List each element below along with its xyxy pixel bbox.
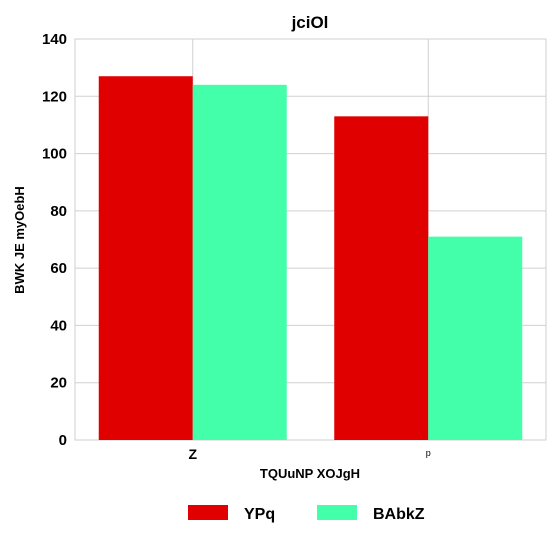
y-tick-label: 100 (42, 146, 67, 163)
legend-label: YPq (244, 506, 275, 523)
bar-BAbkZ-p (428, 236, 523, 440)
y-tick-label: 20 (50, 375, 67, 392)
y-axis-label: BWK JE myOebH (12, 186, 27, 294)
y-axis-ticks: 0 20 40 60 80 100 120 140 (42, 31, 67, 449)
y-tick-label: 0 (59, 432, 67, 449)
bar-YPq-p (334, 116, 429, 440)
chart-title: jciOl (291, 13, 329, 32)
y-tick-label: 40 (50, 317, 67, 334)
y-tick-label: 80 (50, 203, 67, 220)
plot-area (74, 38, 547, 441)
y-tick-label: 120 (42, 88, 67, 105)
legend: YPq BAbkZ (188, 505, 425, 523)
legend-swatch (188, 505, 228, 520)
legend-swatch (317, 505, 357, 520)
y-tick-label: 140 (42, 31, 67, 48)
x-tick-label: p (426, 448, 431, 458)
bars (98, 76, 523, 440)
x-tick-label: Z (188, 446, 197, 462)
y-tick-label: 60 (50, 260, 67, 277)
bar-BAbkZ-Z (192, 84, 287, 440)
x-axis-label: TQUuNP XOJgH (260, 466, 360, 481)
bar-YPq-Z (98, 76, 193, 440)
legend-label: BAbkZ (373, 506, 425, 523)
